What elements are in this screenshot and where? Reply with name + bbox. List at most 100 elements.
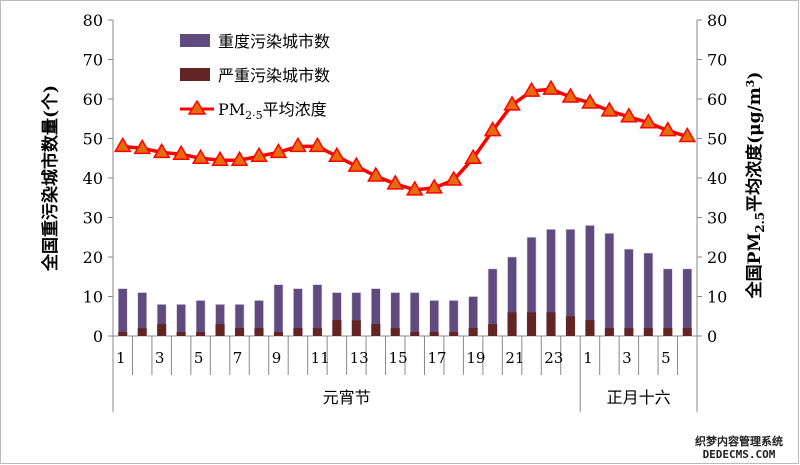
bar-heavy	[604, 233, 615, 337]
bar-severe	[527, 312, 537, 336]
watermark-line2: DEDECMS.COM	[702, 448, 776, 461]
x-tick-label: 21	[505, 349, 524, 367]
legend-label-pm: PM2·5平均浓度	[218, 100, 327, 122]
bar-severe	[449, 332, 459, 336]
pm25-point	[308, 136, 327, 153]
bar-heavy	[624, 248, 634, 337]
bar-heavy	[662, 268, 673, 337]
bar-severe	[565, 316, 575, 336]
bar-severe	[273, 332, 283, 336]
watermark: 织梦内容管理系统 DEDECMS.COM	[684, 435, 794, 461]
legend-marker-triangle-icon	[187, 99, 207, 115]
pm25-point	[289, 136, 307, 153]
legend-label-heavy: 重度污染城市数	[218, 32, 330, 51]
pm25-point	[464, 148, 482, 164]
x-tick-label: 7	[233, 349, 243, 367]
pm25-point	[269, 142, 288, 159]
bar-severe	[390, 328, 400, 336]
pm25-point	[444, 170, 463, 186]
pm25-point	[152, 142, 171, 159]
pm25-point	[542, 79, 560, 95]
y-axis-right-title: 全国PM2.5平均浓度(μg/m3)	[744, 72, 767, 300]
group-label: 元宵节	[323, 388, 371, 407]
bar-severe	[215, 324, 225, 336]
pm25-point	[211, 150, 229, 166]
pm25-point	[191, 148, 210, 164]
pm25-point	[678, 127, 697, 143]
y-tick-label-left: 0	[93, 327, 103, 346]
bar-heavy	[273, 284, 284, 337]
bar-severe	[468, 328, 478, 336]
bar-severe	[332, 320, 342, 336]
pm25-point	[172, 144, 190, 161]
pm25-point	[230, 150, 249, 166]
bar-severe	[663, 328, 673, 336]
x-tick-label: 9	[272, 349, 282, 367]
group-label: 正月十六	[607, 388, 671, 407]
y-tick-label-left: 10	[83, 288, 103, 307]
bar-severe	[682, 328, 692, 336]
x-tick-label: 15	[389, 349, 408, 367]
y-tick-label-right: 20	[707, 248, 727, 267]
bar-severe	[371, 324, 381, 336]
bar-severe	[624, 328, 634, 336]
pm25-point	[561, 87, 580, 103]
y-tick-label-left: 80	[83, 11, 103, 30]
x-tick-label: 5	[661, 349, 671, 367]
y-tick-label-left: 20	[83, 248, 103, 267]
bar-heavy	[643, 252, 654, 337]
bar-severe	[254, 328, 264, 336]
y-tick-label-left: 30	[83, 209, 103, 228]
pm25-point	[386, 174, 405, 190]
y-tick-label-left: 60	[83, 90, 103, 109]
y-axis-left-title: 全国重污染城市数量(个)	[40, 85, 61, 272]
x-tick-label: 17	[427, 349, 446, 367]
pm25-point	[250, 146, 268, 163]
x-tick-label: 3	[155, 349, 165, 367]
y-tick-label-right: 70	[707, 51, 727, 70]
bar-severe	[546, 312, 556, 336]
bar-severe	[507, 312, 517, 336]
bar-heavy	[429, 300, 440, 337]
x-tick-label: 3	[622, 349, 632, 367]
pm25-point	[620, 107, 638, 123]
y-tick-label-left: 40	[83, 169, 103, 188]
pm25-point	[503, 95, 521, 111]
legend: 重度污染城市数 严重污染城市数 PM2·5平均浓度	[180, 32, 330, 122]
pm25-point	[347, 156, 366, 172]
y-tick-label-left: 70	[83, 51, 103, 70]
x-tick-label: 11	[311, 349, 330, 367]
pm25-line	[122, 87, 688, 192]
y-tick-label-right: 50	[707, 130, 727, 149]
watermark-line1: 织梦内容管理系统	[695, 435, 783, 448]
x-tick-label: 1	[583, 349, 593, 367]
bar-severe	[196, 332, 206, 336]
legend-swatch-severe	[180, 68, 210, 81]
bar-severe	[235, 328, 245, 336]
x-tick-label: 23	[544, 349, 563, 367]
bar-severe	[157, 324, 167, 336]
bar-severe	[176, 332, 186, 336]
bar-severe	[585, 320, 595, 336]
legend-label-severe: 严重污染城市数	[218, 66, 330, 85]
bar-severe	[312, 328, 322, 336]
pm25-point	[522, 81, 541, 97]
y-tick-label-left: 50	[83, 130, 103, 149]
bar-severe	[643, 328, 653, 336]
y-tick-label-right: 0	[707, 327, 717, 346]
y-tick-label-right: 10	[707, 288, 727, 307]
bar-severe	[351, 320, 361, 336]
pm25-point	[113, 136, 132, 153]
pm25-point	[659, 121, 677, 137]
bar-heavy	[585, 225, 595, 337]
bar-severe	[604, 328, 614, 336]
bar-severe	[118, 332, 128, 336]
y-tick-label-right: 30	[707, 209, 727, 228]
pm25-point	[483, 121, 502, 137]
x-tick-label: 1	[116, 349, 126, 367]
bar-severe	[488, 324, 498, 336]
pm25-point	[639, 113, 658, 129]
